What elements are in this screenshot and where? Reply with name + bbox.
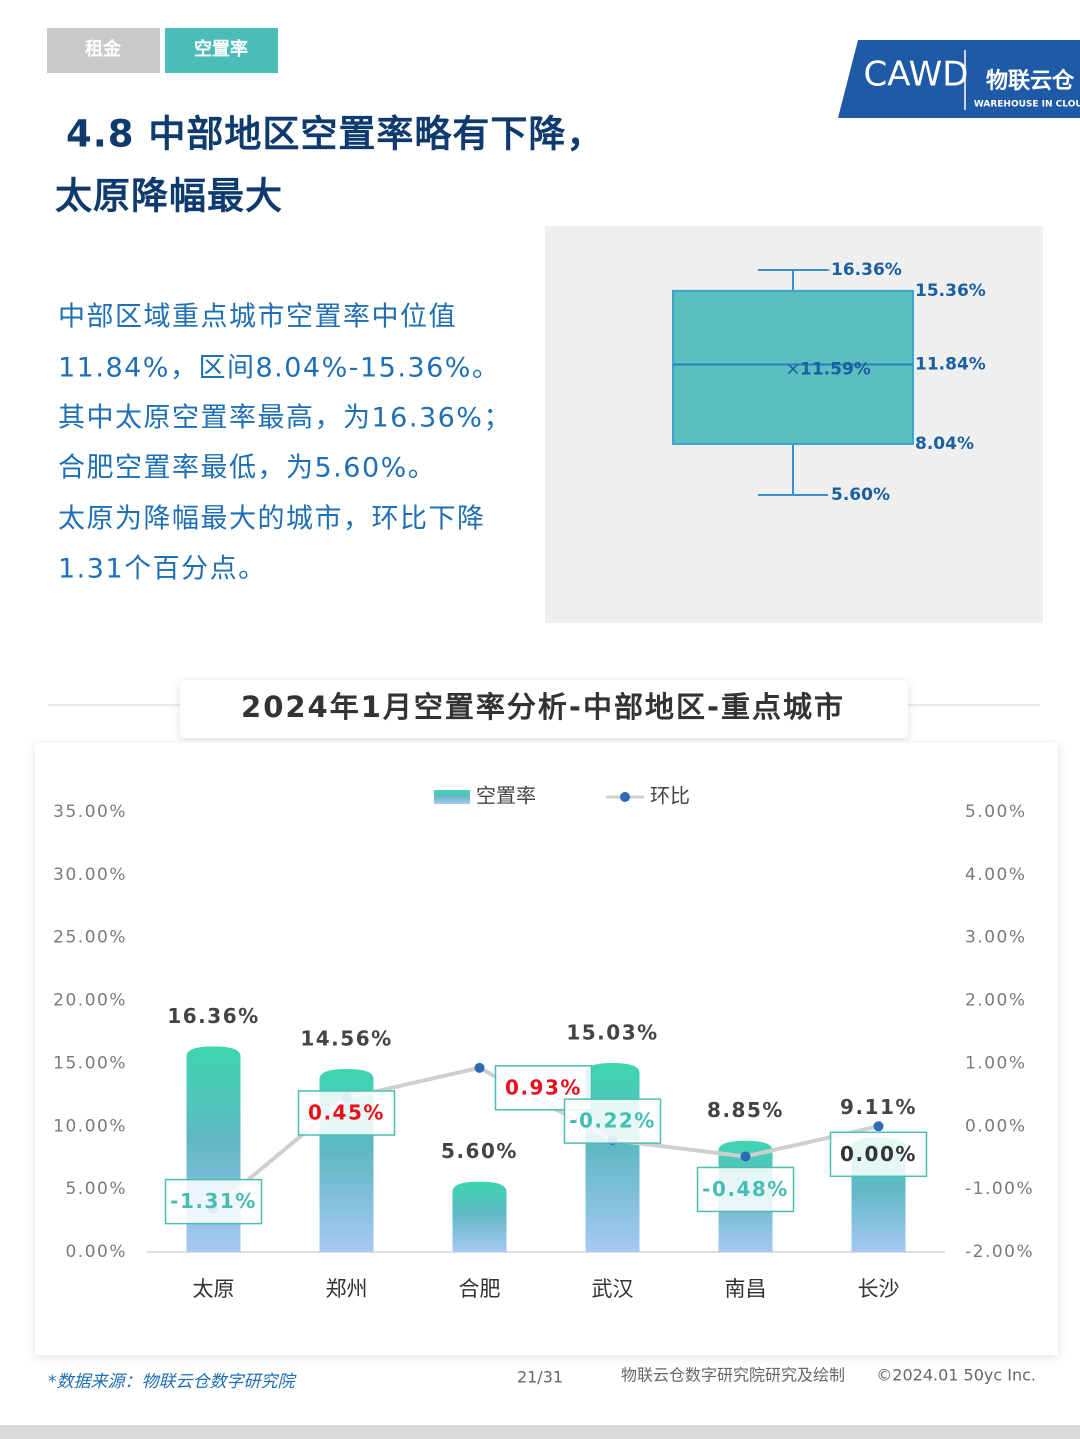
footer-credit: 物联云仓数字研究院研究及绘制: [621, 1366, 845, 1385]
y-tick-label: 20.00%: [53, 991, 127, 1011]
title-line: 太原降幅最大: [55, 175, 283, 218]
y2-tick-label: 2.00%: [965, 991, 1027, 1011]
logo-tagline: WAREHOUSE IN CLOUD: [974, 100, 1080, 110]
line-label-box: [829, 1131, 928, 1178]
line-point: [740, 1151, 751, 1162]
line-value-label: 0.93%: [505, 1075, 582, 1099]
mean-marker: ×: [785, 359, 800, 380]
line-value-label: -0.48%: [702, 1177, 789, 1201]
bar-value-label: 14.56%: [300, 1026, 392, 1050]
line-value-label: -1.31%: [170, 1189, 257, 1213]
y-tick-label: 25.00%: [53, 928, 127, 948]
max-label: 16.36%: [831, 260, 902, 280]
legend-label: 环比: [650, 784, 690, 808]
bar: [585, 1063, 640, 1252]
y2-tick-label: 3.00%: [965, 928, 1027, 948]
x-tick-label: 郑州: [326, 1277, 368, 1301]
bottom-band: [0, 1425, 1080, 1439]
tab[interactable]: [165, 28, 278, 73]
tab-label[interactable]: 空置率: [194, 38, 248, 60]
footer-source: *数据来源：物联云仓数字研究院: [48, 1372, 297, 1392]
x-tick-label: 武汉: [592, 1277, 634, 1301]
y2-tick-label: 1.00%: [965, 1053, 1027, 1073]
x-tick-label: 长沙: [858, 1277, 900, 1301]
summary-line: 1.31个百分点。: [58, 554, 267, 585]
logo-bg: [838, 40, 1080, 118]
y2-tick-label: 5.00%: [965, 802, 1027, 822]
bar: [452, 1181, 507, 1252]
line-value-label: -0.22%: [569, 1109, 656, 1133]
legend-label: 空置率: [476, 784, 536, 808]
tab[interactable]: [47, 28, 160, 73]
min-label: 5.60%: [831, 485, 890, 505]
footer-copyright: ©2024.01 50yc Inc.: [876, 1366, 1036, 1385]
bar-value-label: 8.85%: [707, 1098, 784, 1122]
legend-swatch: [434, 790, 470, 804]
logo-name: CAWD: [864, 55, 969, 95]
y-tick-label: 10.00%: [53, 1116, 127, 1136]
bar-value-label: 5.60%: [441, 1139, 518, 1163]
y-tick-label: 5.00%: [65, 1179, 127, 1199]
summary-line: 中部区域重点城市空置率中位值: [58, 302, 457, 333]
line-point: [873, 1121, 884, 1132]
chart-title-pill: [180, 680, 908, 738]
y-tick-label: 0.00%: [65, 1242, 127, 1262]
bar-value-label: 16.36%: [167, 1004, 259, 1028]
x-tick-label: 太原: [193, 1277, 235, 1301]
tab-label[interactable]: 租金: [85, 38, 122, 60]
line-label-box: [297, 1090, 396, 1136]
footer-page: 21/31: [517, 1368, 563, 1387]
logo-brand: 物联云仓: [986, 68, 1075, 94]
y-tick-label: 35.00%: [53, 802, 127, 822]
summary-line: 太原为降幅最大的城市，环比下降: [58, 504, 486, 535]
chart-title: 2024年1月空置率分析-中部地区-重点城市: [241, 690, 845, 724]
y2-tick-label: 0.00%: [965, 1116, 1027, 1136]
box: [672, 289, 914, 445]
chart-card: [35, 743, 1058, 1355]
line-label-box: [696, 1166, 795, 1213]
summary-line: 其中太原空置率最高，为16.36%；: [58, 403, 512, 434]
line-label-box: [563, 1098, 662, 1144]
x-tick-label: 南昌: [725, 1277, 767, 1301]
x-tick-label: 合肥: [459, 1277, 501, 1301]
bar-value-label: 15.03%: [566, 1021, 658, 1045]
summary-line: 合肥空置率最低，为5.60%。: [58, 453, 436, 484]
y-tick-label: 15.00%: [53, 1053, 127, 1073]
y-tick-label: 30.00%: [53, 865, 127, 885]
mean-label: 11.59%: [800, 360, 871, 380]
line-point: [474, 1062, 485, 1073]
summary-line: 11.84%，区间8.04%-15.36%。: [58, 353, 500, 384]
q3-label: 15.36%: [915, 281, 986, 301]
line-label-box: [164, 1178, 263, 1225]
q1-label: 8.04%: [915, 434, 974, 454]
median-label: 11.84%: [915, 355, 986, 375]
y2-tick-label: 4.00%: [965, 865, 1027, 885]
line-value-label: 0.45%: [308, 1101, 385, 1125]
legend-dot: [620, 792, 630, 802]
y2-tick-label: -2.00%: [965, 1242, 1034, 1262]
line-value-label: 0.00%: [840, 1142, 917, 1166]
title-line: 4.8 中部地区空置率略有下降，: [66, 113, 604, 156]
bar-value-label: 9.11%: [840, 1095, 917, 1119]
y2-tick-label: -1.00%: [965, 1179, 1034, 1199]
